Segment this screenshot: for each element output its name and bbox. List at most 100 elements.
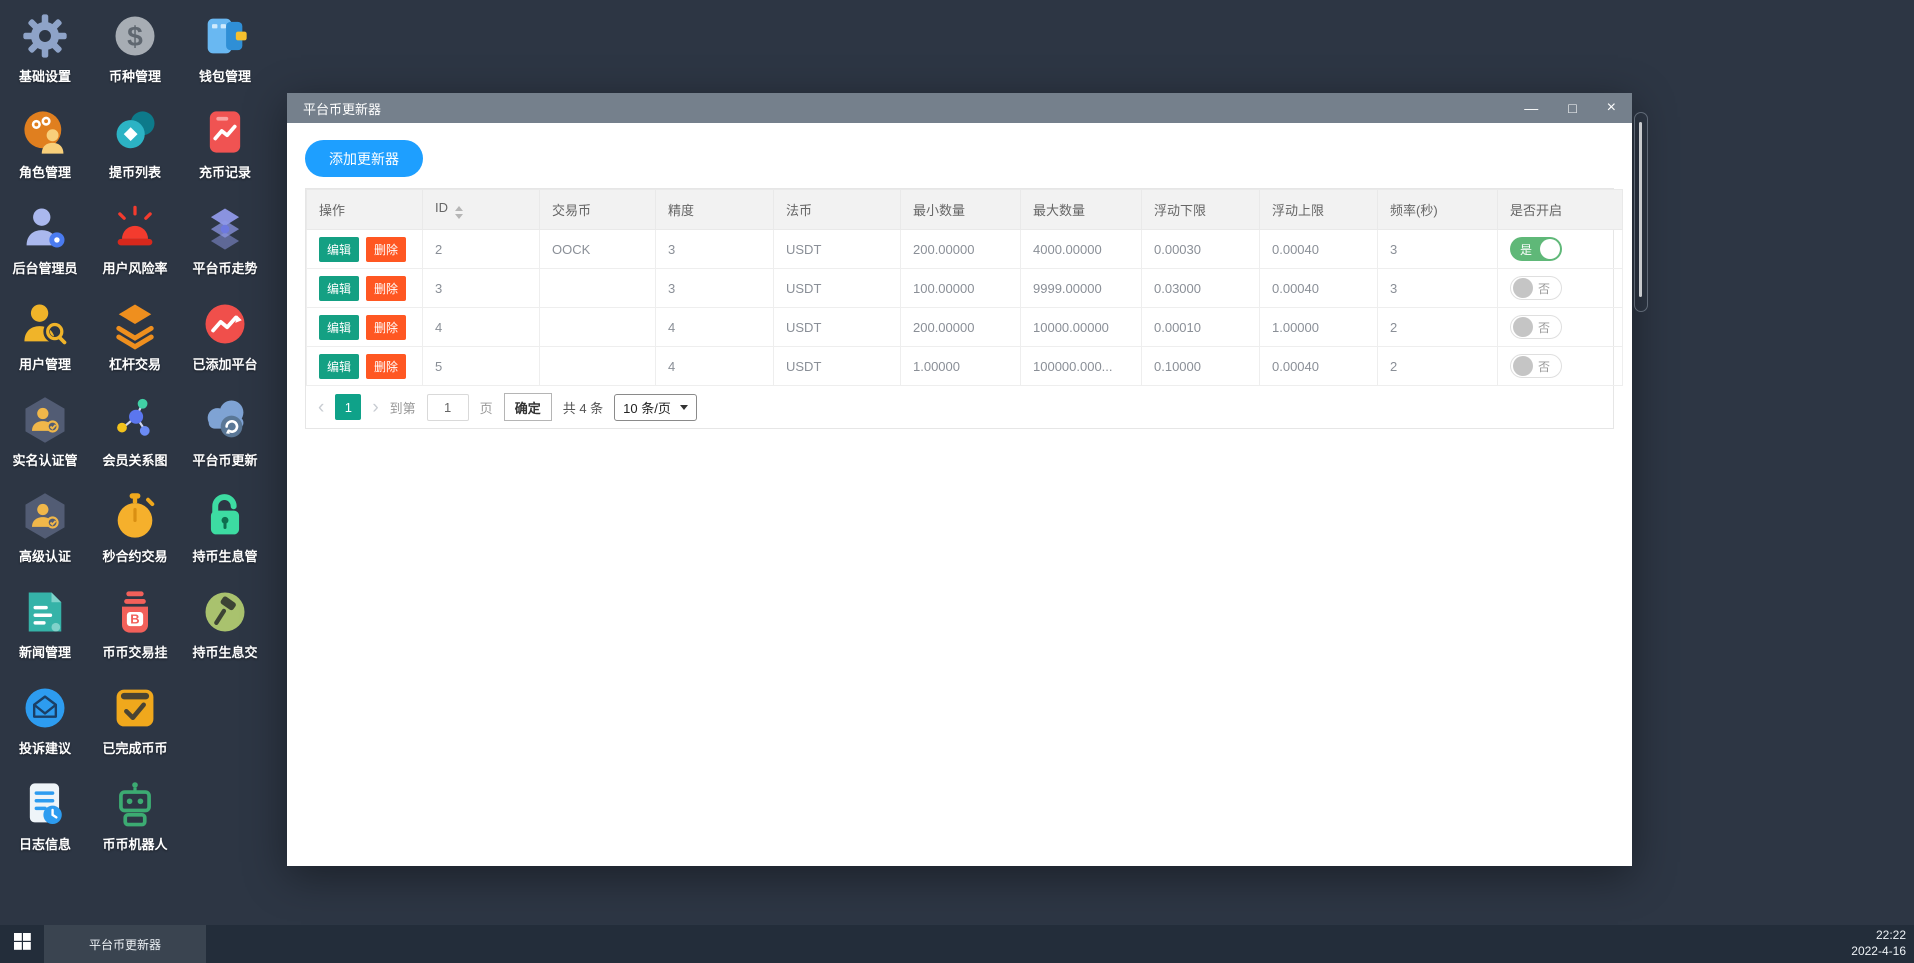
desktop-item-advanced-verify[interactable]: 高级认证 [0,490,90,586]
delete-button[interactable]: 删除 [366,353,407,379]
close-icon[interactable]: × [1606,99,1616,116]
cloud-refresh-icon [199,394,251,446]
desktop-item-withdraw-list[interactable]: 提币列表 [90,106,180,202]
desktop-item-platform-coin-trend[interactable]: 平台币走势 [180,202,270,298]
desktop-item-deposit-record[interactable]: 充币记录 [180,106,270,202]
cell-id: 2 [422,229,540,269]
enable-toggle[interactable]: 否 [1510,315,1562,339]
desktop-item-label: 币币机器人 [102,837,168,852]
desktop-item-coin-management[interactable]: $ 币种管理 [90,10,180,106]
table-row: 编辑 删除 3 3 USDT 100.00000 9999.00000 0.030… [306,268,1623,308]
cell-float-lower: 0.03000 [1141,268,1260,308]
mail-circle-icon [19,682,71,734]
desktop-item-label: 投诉建议 [18,741,71,756]
enable-toggle[interactable]: 否 [1510,354,1562,378]
delete-button[interactable]: 删除 [366,275,407,301]
edit-button[interactable]: 编辑 [319,275,360,301]
cell-min: 1.00000 [900,346,1021,386]
toggle-knob [1513,278,1533,298]
desktop-item-coin-robot[interactable]: 币币机器人 [90,778,180,874]
cell-float-lower: 0.00010 [1141,307,1260,347]
desktop-item-wallet-management[interactable]: 钱包管理 [180,10,270,106]
desktop-item-label: 实名认证管 [12,453,78,468]
delete-button[interactable]: 删除 [366,314,407,340]
desktop-item-label: 币种管理 [108,69,161,84]
desktop-item-basic-settings[interactable]: 基础设置 [0,10,90,106]
wallet-icon [199,10,251,62]
desktop-item-added-platform[interactable]: 已添加平台 [180,298,270,394]
taskbar-item-platform-updater[interactable]: 平台币更新器 [44,925,206,963]
desktop-item-completed-coin-trade[interactable]: 已完成币币 [90,682,180,778]
col-header-min-amount: 最小数量 [900,189,1021,230]
role-icon [19,106,71,158]
cell-fiat: USDT [773,229,901,269]
desktop-item-holding-interest-trade[interactable]: 持币生息交 [180,586,270,682]
goto-page-input[interactable] [426,393,469,421]
total-count-label: 共 4 条 [562,400,604,416]
col-header-operation: 操作 [306,189,423,230]
desktop-item-label: 充币记录 [198,165,251,180]
goto-prefix-label: 到第 [389,400,416,416]
desktop-item-role-management[interactable]: 角色管理 [0,106,90,202]
page-size-select[interactable]: 10 条/页 [614,393,697,421]
minimize-icon[interactable]: — [1524,100,1539,116]
col-header-frequency: 频率(秒) [1377,189,1498,230]
confirm-button[interactable]: 确定 [503,393,552,421]
desktop-item-user-risk[interactable]: 用户风险率 [90,202,180,298]
start-button[interactable] [0,925,44,963]
desktop-item-seconds-contract[interactable]: 秒合约交易 [90,490,180,586]
desktop-item-label: 角色管理 [18,165,71,180]
cell-precision: 3 [655,268,774,308]
desktop-item-leverage-trade[interactable]: 杠杆交易 [90,298,180,394]
cell-precision: 3 [655,229,774,269]
cell-max: 10000.00000 [1020,307,1142,347]
desktop-item-label: 已添加平台 [192,357,258,372]
prev-page-icon[interactable]: ‹ [318,396,325,418]
col-header-fiat: 法币 [773,189,901,230]
svg-text:B: B [130,611,139,626]
enable-toggle[interactable]: 否 [1510,276,1562,300]
desktop-item-news-management[interactable]: 新闻管理 [0,586,90,682]
layers-icon [109,298,161,350]
table-row: 编辑 删除 5 4 USDT 1.00000 100000.000... 0.10… [306,346,1623,386]
desktop-item-label: 秒合约交易 [102,549,168,564]
delete-button[interactable]: 删除 [366,236,407,262]
enable-toggle[interactable]: 是 [1510,237,1562,261]
cell-min: 200.00000 [900,229,1021,269]
cell-coin [539,346,656,386]
col-header-id[interactable]: ID [422,189,540,230]
maximize-icon[interactable]: □ [1568,100,1577,116]
edit-button[interactable]: 编辑 [319,353,360,379]
cell-min: 200.00000 [900,307,1021,347]
edit-button[interactable]: 编辑 [319,314,360,340]
desktop-item-label: 用户管理 [18,357,71,372]
desktop-item-holding-interest-mgmt[interactable]: 持币生息管 [180,490,270,586]
cell-max: 9999.00000 [1020,268,1142,308]
desktop-item-realname-verify[interactable]: 实名认证管 [0,394,90,490]
desktop-item-complaints[interactable]: 投诉建议 [0,682,90,778]
table-row: 编辑 删除 2 OOCK 3 USDT 200.00000 4000.00000 … [306,229,1623,269]
ghost-scrollbar[interactable] [1634,112,1648,312]
current-page-button[interactable]: 1 [335,394,362,420]
lock-icon [199,490,251,542]
desktop-item-member-relation[interactable]: 会员关系图 [90,394,180,490]
desktop-item-platform-coin-update[interactable]: 平台币更新 [180,394,270,490]
taskbar-clock: 22:22 2022-4-16 [1851,928,1914,959]
add-updater-button[interactable]: 添加更新器 [305,140,423,177]
desktop-item-user-management[interactable]: 用户管理 [0,298,90,394]
desktop-item-label: 钱包管理 [198,69,251,84]
col-header-enabled: 是否开启 [1497,189,1623,230]
next-page-icon[interactable]: › [372,396,379,418]
desktop-item-backend-admin[interactable]: 后台管理员 [0,202,90,298]
cell-float-upper: 0.00040 [1259,268,1378,308]
cell-float-upper: 1.00000 [1259,307,1378,347]
desktop-item-log-info[interactable]: 日志信息 [0,778,90,874]
id-verify-icon [19,394,71,446]
desktop-item-label: 杠杆交易 [108,357,161,372]
cell-min: 100.00000 [900,268,1021,308]
desktop-item-coin-trade-pending[interactable]: B 币币交易挂 [90,586,180,682]
edit-button[interactable]: 编辑 [319,236,360,262]
window-titlebar[interactable]: 平台币更新器 — □ × [287,93,1632,123]
cell-freq: 3 [1377,229,1498,269]
desktop-item-label: 已完成币币 [102,741,168,756]
